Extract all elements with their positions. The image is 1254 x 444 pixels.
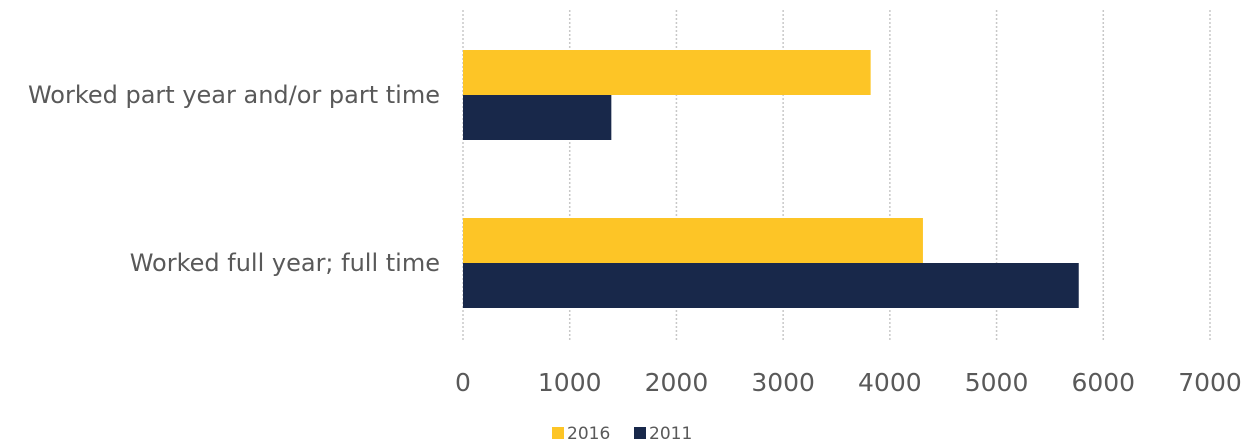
x-tick-label: 1000 [538, 368, 602, 397]
category-label: Worked full year; full time [130, 249, 440, 277]
legend-swatch [552, 427, 564, 439]
bars-layer [463, 50, 1079, 308]
legend: 2016 2011 [552, 424, 692, 444]
legend-swatch [634, 427, 646, 439]
legend-label: 2016 [567, 424, 610, 444]
legend-item-2016: 2016 [552, 424, 610, 444]
x-axis-tick-labels: 0 1000 2000 3000 4000 5000 6000 7000 [455, 368, 1242, 397]
category-label: Worked part year and/or part time [28, 81, 440, 109]
x-tick-label: 2000 [645, 368, 709, 397]
x-tick-label: 3000 [751, 368, 815, 397]
x-tick-label: 5000 [965, 368, 1029, 397]
grid-layer [462, 10, 1211, 340]
legend-item-2011: 2011 [634, 424, 692, 444]
bar-2011-full-year [463, 263, 1079, 308]
x-tick-label: 0 [455, 368, 471, 397]
bar-2016-full-year [463, 218, 923, 263]
bar-2011-part-year [463, 95, 612, 140]
category-labels: Worked part year and/or part time Worked … [28, 81, 440, 277]
x-tick-label: 4000 [858, 368, 922, 397]
legend-label: 2011 [649, 424, 692, 444]
bar-2016-part-year [463, 50, 871, 95]
x-tick-label: 6000 [1071, 368, 1135, 397]
x-tick-label: 7000 [1178, 368, 1242, 397]
